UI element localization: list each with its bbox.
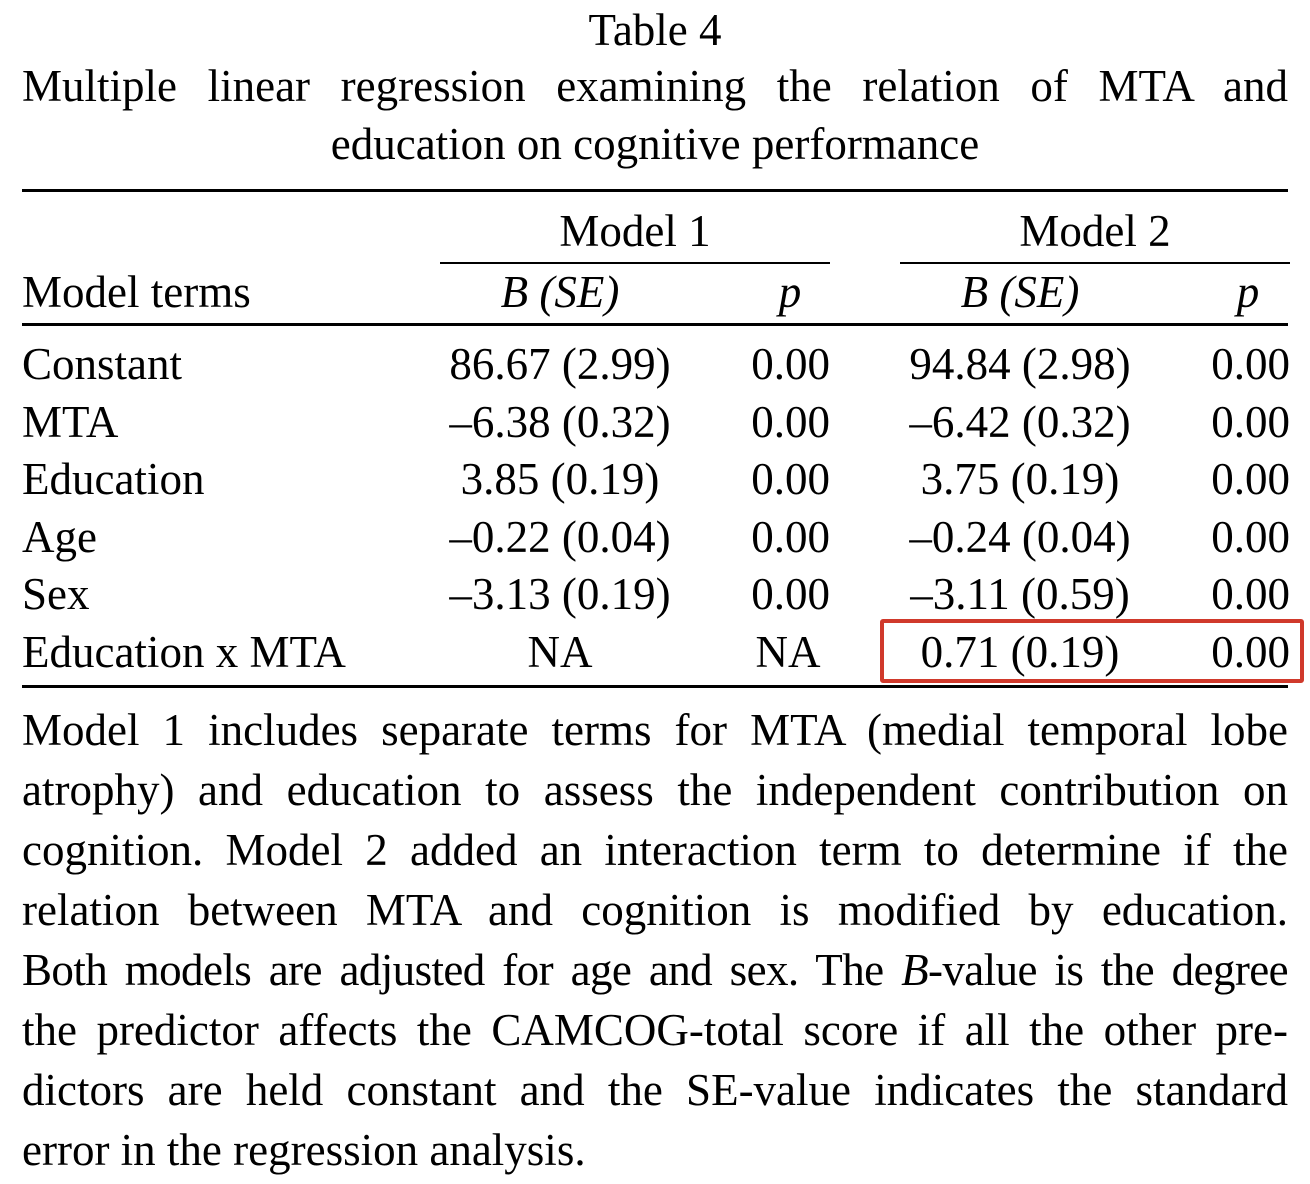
row-term: Education x MTA (22, 627, 346, 677)
row-term: Sex (22, 569, 90, 619)
row-model-1-p: 0.00 (751, 397, 830, 447)
row-model-1-p: 0.00 (751, 512, 830, 562)
highlight-box (880, 619, 1304, 683)
model-1-header: Model 1 (559, 206, 711, 256)
model-2-p-header: p (1236, 267, 1260, 317)
row-model-1-p: 0.00 (751, 454, 830, 504)
row-model-2-b-se: –3.11 (0.59) (910, 569, 1130, 619)
table-top-rule (22, 189, 1288, 192)
row-model-1-b-se: –6.38 (0.32) (449, 397, 671, 447)
row-model-2-b-se: 3.75 (0.19) (920, 454, 1120, 504)
note-text: Both models are adjusted for age and sex… (22, 945, 902, 995)
table-label: Table 4 (588, 5, 722, 55)
row-model-1-p: 0.00 (751, 339, 830, 389)
row-term: Constant (22, 339, 183, 389)
row-model-2-b-se: –6.42 (0.32) (909, 397, 1131, 447)
table-note-line-8: error in the regression analysis. (22, 1125, 586, 1175)
table-note-line-5: Both models are adjusted for age and sex… (22, 940, 1289, 1000)
row-model-1-b-se: –0.22 (0.04) (449, 512, 671, 562)
row-model-2-p: 0.00 (1211, 627, 1290, 677)
table-note-line-7: dictors are held constant and the SE-val… (22, 1065, 1288, 1115)
table-note-line-1: Model 1 includes separate terms for MTA … (22, 705, 1288, 755)
row-model-1-p: NA (755, 627, 821, 677)
table-caption-line-1: Multiple linear regression examining the… (22, 61, 1288, 111)
table-note-line-6: the predictor affects the CAMCOG-total s… (22, 1005, 1288, 1055)
table-caption-line-2: education on cognitive performance (330, 119, 980, 169)
table-bottom-rule (22, 685, 1288, 688)
model-terms-header: Model terms (22, 267, 251, 317)
row-model-2-p: 0.00 (1211, 454, 1290, 504)
row-model-1-b-se: –3.13 (0.19) (449, 569, 671, 619)
model-1-b-se-header: B (SE) (500, 267, 620, 317)
row-model-2-b-se: –0.24 (0.04) (909, 512, 1131, 562)
row-term: Age (22, 512, 97, 562)
model-1-underline (440, 262, 830, 264)
table-note-line-2: atrophy) and education to assess the ind… (22, 765, 1288, 815)
table-header-rule (22, 323, 1288, 326)
row-model-2-b-se: 0.71 (0.19) (920, 627, 1120, 677)
model-2-underline (900, 262, 1290, 264)
model-1-p-header: p (778, 267, 802, 317)
table-note-line-3: cognition. Model 2 added an interaction … (22, 825, 1288, 875)
row-model-2-p: 0.00 (1211, 339, 1290, 389)
row-model-1-b-se: NA (527, 627, 593, 677)
model-2-b-se-header: B (SE) (960, 267, 1080, 317)
note-text: -value is the degree (927, 945, 1289, 995)
row-model-1-p: 0.00 (751, 569, 830, 619)
model-2-header: Model 2 (1019, 206, 1171, 256)
row-model-2-p: 0.00 (1211, 569, 1290, 619)
row-model-2-p: 0.00 (1211, 512, 1290, 562)
row-model-1-b-se: 3.85 (0.19) (460, 454, 660, 504)
row-model-2-p: 0.00 (1211, 397, 1290, 447)
table-note-line-4: relation between MTA and cognition is mo… (22, 885, 1288, 935)
note-b-symbol: B (901, 945, 928, 995)
row-model-2-b-se: 94.84 (2.98) (909, 339, 1131, 389)
row-model-1-b-se: 86.67 (2.99) (449, 339, 671, 389)
row-term: MTA (22, 397, 119, 447)
row-term: Education (22, 454, 205, 504)
